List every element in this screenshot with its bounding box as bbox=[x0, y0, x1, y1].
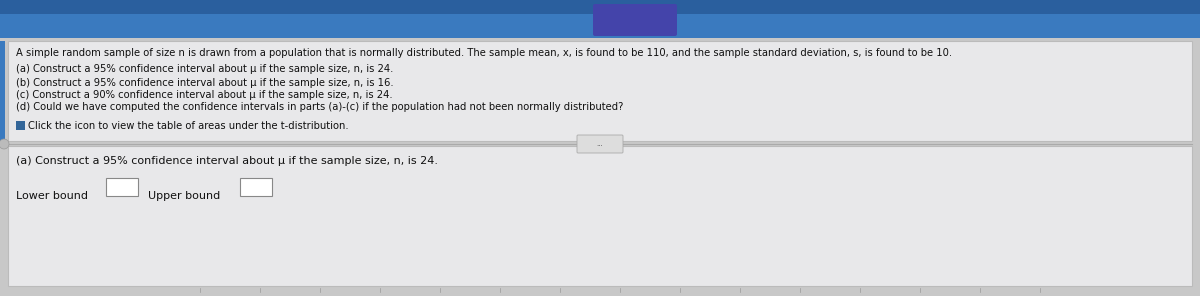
Text: Lower bound: Lower bound bbox=[16, 191, 88, 201]
Bar bbox=[8, 41, 1192, 141]
Bar bbox=[106, 178, 138, 196]
Text: Click the icon to view the table of areas under the t-distribution.: Click the icon to view the table of area… bbox=[28, 121, 349, 131]
Text: ...: ... bbox=[596, 141, 604, 147]
Bar bbox=[8, 146, 1192, 286]
Bar bbox=[0, 41, 5, 141]
FancyBboxPatch shape bbox=[593, 4, 677, 36]
Ellipse shape bbox=[0, 139, 10, 149]
Bar bbox=[16, 121, 25, 130]
Bar bbox=[0, 0, 1200, 14]
Text: (a) Construct a 95% confidence interval about μ if the sample size, n, is 24.: (a) Construct a 95% confidence interval … bbox=[16, 64, 394, 74]
Text: (d) Could we have computed the confidence intervals in parts (a)-(c) if the popu: (d) Could we have computed the confidenc… bbox=[16, 102, 623, 112]
Bar bbox=[240, 178, 272, 196]
Text: A simple random sample of size n is drawn from a population that is normally dis: A simple random sample of size n is draw… bbox=[16, 48, 952, 58]
Text: (a) Construct a 95% confidence interval about μ if the sample size, n, is 24.: (a) Construct a 95% confidence interval … bbox=[16, 156, 438, 166]
Text: (c) Construct a 90% confidence interval about μ if the sample size, n, is 24.: (c) Construct a 90% confidence interval … bbox=[16, 90, 392, 100]
Text: Upper bound: Upper bound bbox=[148, 191, 221, 201]
Text: (b) Construct a 95% confidence interval about μ if the sample size, n, is 16.: (b) Construct a 95% confidence interval … bbox=[16, 78, 394, 88]
Bar bbox=[0, 0, 1200, 38]
FancyBboxPatch shape bbox=[577, 135, 623, 153]
